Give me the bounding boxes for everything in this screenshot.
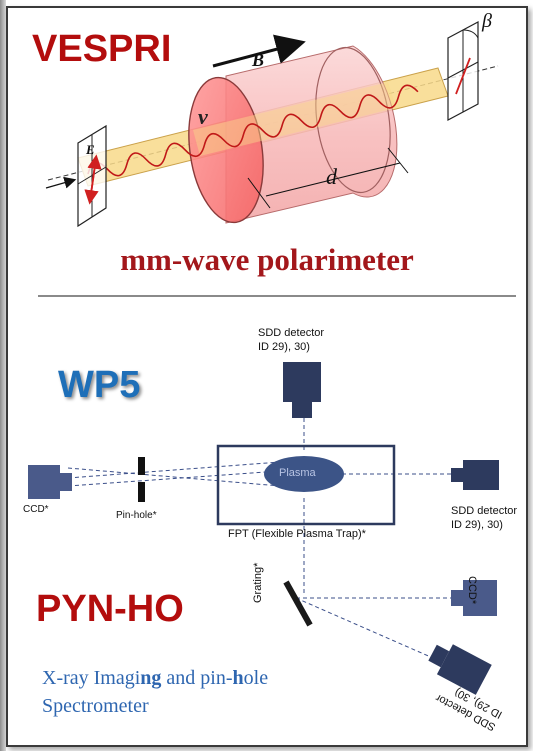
desc-part-a: X-ray Imagi (42, 667, 141, 689)
label-d: d (326, 164, 337, 189)
label-e: E (86, 142, 95, 157)
plasma-ellipse (264, 456, 344, 492)
ccd-right-label: CCD* (466, 576, 478, 605)
pinhole-label: Pin-hole* (116, 510, 157, 521)
ccd-sightline-cross (67, 467, 281, 487)
wp5-title: WP5 (58, 364, 141, 406)
ccd-sightline-lower (67, 470, 281, 487)
plasma-cylinder (225, 45, 398, 224)
sdd-right-nose (451, 468, 463, 482)
sdd-top-nose (292, 402, 312, 418)
pinhole-top (138, 457, 145, 475)
plasma-label: Plasma (279, 467, 316, 479)
pynho-description-line2: Spectrometer (42, 695, 149, 717)
grating-element (283, 580, 313, 627)
b-field-arrow (212, 34, 306, 68)
sdd-top-label: SDD detector ID 29), 30) (258, 326, 324, 354)
polarimeter-illustration (45, 21, 499, 228)
sdd-right-label-line1: SDD detector (451, 505, 518, 517)
e-field-arrow-reverse (84, 157, 99, 205)
vespri-subtitle: mm-wave polarimeter (120, 242, 414, 277)
sdd-top-label-line2: ID 29), 30) (258, 341, 310, 353)
ccd-right-nose (451, 590, 463, 606)
ccd-left-nose (60, 473, 72, 491)
fpt-label: FPT (Flexible Plasma Trap)* (228, 528, 366, 540)
grating-to-sdd-line (295, 597, 434, 659)
wave-helix (87, 84, 419, 177)
desc-part-b: ng (140, 667, 162, 689)
desc-part-e: ole (243, 667, 269, 689)
beta-angle-arc (462, 29, 479, 39)
label-b: B (252, 50, 265, 70)
slide-frame: VESPRI B β ν E d mm-wave polarimeter WP5… (6, 6, 528, 747)
rotated-e-field (455, 57, 471, 95)
length-d-tick-left (247, 177, 271, 209)
ccd-left-body (28, 465, 60, 499)
ccd-sightline-upper (67, 461, 281, 479)
label-beta: β (482, 10, 492, 32)
sdd-right-label: SDD detector ID 29), 30) (451, 504, 517, 532)
label-nu: ν (198, 104, 208, 129)
ccd-left-label: CCD* (23, 504, 49, 515)
desc-part-d: h (232, 667, 244, 689)
page-left-edge (0, 0, 6, 751)
sdd-top-label-line1: SDD detector (258, 327, 325, 339)
length-d-tick-right (387, 147, 409, 174)
grating-label: Grating* (252, 562, 264, 603)
pynho-description-line1: X-ray Imaging and pin-hole (42, 664, 268, 692)
desc-part-c: and pin- (161, 667, 233, 689)
sdd-right-label-line2: ID 29), 30) (451, 519, 503, 531)
sdd-rotated-detector (428, 644, 492, 695)
ccd-right-body (463, 580, 497, 616)
polarization-plane-inside (193, 82, 396, 156)
diagram-canvas (28, 21, 516, 695)
wp5-diagram (28, 362, 499, 695)
incoming-beam-arrow (45, 176, 77, 189)
fpt-box (216, 444, 396, 526)
pinhole-bottom (138, 482, 145, 502)
pynho-title: PYN-HO (36, 588, 184, 630)
sdd-right-body (463, 460, 499, 490)
vespri-title: VESPRI (32, 28, 172, 70)
pynho-description: X-ray Imaging and pin-hole Spectrometer (42, 664, 268, 720)
length-d-line (265, 162, 401, 197)
sdd-top-body (283, 362, 321, 402)
